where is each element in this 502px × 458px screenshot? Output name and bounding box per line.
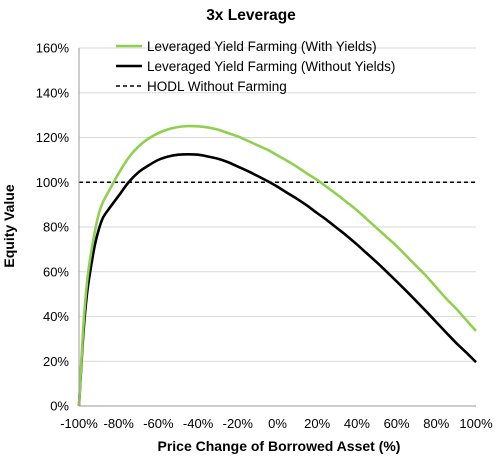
x-tick-label: 40% xyxy=(344,416,370,431)
y-tick-label: 40% xyxy=(43,309,69,324)
y-tick-label: 60% xyxy=(43,264,69,279)
y-tick-label: 20% xyxy=(43,354,69,369)
y-tick-label: 160% xyxy=(36,41,70,56)
legend-item-with-yields: Leveraged Yield Farming (With Yields) xyxy=(116,39,377,54)
x-tick-label: -100% xyxy=(60,416,98,431)
chart-title: 3x Leverage xyxy=(206,7,296,24)
x-tick-label: -60% xyxy=(143,416,174,431)
x-tick-label: 20% xyxy=(304,416,330,431)
legend-label: Leveraged Yield Farming (Without Yields) xyxy=(147,59,395,74)
series-without-yields-line xyxy=(77,152,477,407)
x-axis-label: Price Change of Borrowed Asset (%) xyxy=(158,438,401,454)
y-tick-label: 80% xyxy=(43,220,69,235)
x-tick-label: 0% xyxy=(268,416,287,431)
y-tick-label: 120% xyxy=(36,130,70,145)
y-axis-ticks: 0% 20% 40% 60% 80% 100% 120% 140% 160% xyxy=(36,41,70,414)
legend-label: Leveraged Yield Farming (With Yields) xyxy=(147,39,377,54)
x-tick-label: 100% xyxy=(459,416,493,431)
x-tick-label: -40% xyxy=(183,416,214,431)
x-axis-ticks: -100% -80% -60% -40% -20% 0% 20% 40% 60% 80% 100% xyxy=(60,416,493,431)
series-with-yields-line xyxy=(77,124,477,407)
x-tick-label: 80% xyxy=(423,416,449,431)
series-lines xyxy=(77,124,477,407)
y-tick-label: 0% xyxy=(50,399,69,414)
y-tick-label: 100% xyxy=(36,175,70,190)
x-tick-label: -80% xyxy=(104,416,135,431)
legend-label: HODL Without Farming xyxy=(147,79,287,94)
legend-item-hodl: HODL Without Farming xyxy=(116,79,287,94)
x-tick-label: -20% xyxy=(223,416,254,431)
legend-item-without-yields: Leveraged Yield Farming (Without Yields) xyxy=(116,59,395,74)
y-tick-label: 140% xyxy=(36,85,70,100)
x-tick-label: 60% xyxy=(384,416,410,431)
legend: Leveraged Yield Farming (With Yields) Lev… xyxy=(116,39,395,94)
y-axis-label: Equity Value xyxy=(1,184,17,267)
